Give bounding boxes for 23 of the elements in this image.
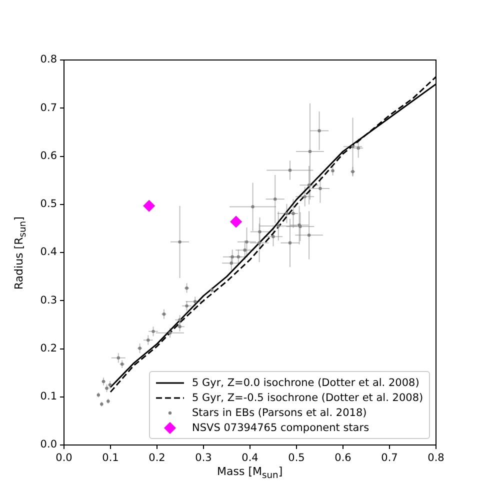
x-tick-label: 0.8 (428, 452, 444, 464)
legend-label: 5 Gyr, Z=-0.5 isochrone (Dotter et al. 2008) (192, 392, 424, 404)
x-tick-label: 0.5 (288, 452, 305, 464)
x-tick-label: 0.0 (56, 452, 72, 464)
x-tick-label: 0.6 (334, 452, 352, 464)
x-tick-label: 0.3 (195, 452, 212, 464)
x-axis-title: Mass [M$_{sun}$] (217, 465, 283, 482)
y-tick-label: 0.2 (40, 342, 57, 354)
y-tick-label: 0.8 (40, 54, 57, 66)
y-tick-label: 0.7 (40, 102, 57, 114)
y-tick-label: 0.0 (40, 438, 57, 451)
x-tick-label: 0.1 (102, 452, 119, 464)
legend-label: 5 Gyr, Z=0.0 isochrone (Dotter et al. 2008) (192, 376, 420, 388)
y-tick-label: 0.3 (40, 294, 57, 306)
y-tick-label: 0.5 (40, 198, 57, 210)
y-tick-label: 0.6 (40, 150, 58, 162)
x-tick-label: 0.4 (242, 452, 259, 464)
x-tick-label: 0.2 (148, 452, 166, 464)
y-tick-label: 0.1 (40, 390, 57, 403)
y-tick-label: 0.4 (40, 246, 58, 258)
legend-label: NSVS 07394765 component stars (192, 422, 370, 434)
legend-label: Stars in EBs (Parsons et al. 2018) (192, 406, 367, 418)
x-tick-label: 0.7 (381, 452, 398, 464)
